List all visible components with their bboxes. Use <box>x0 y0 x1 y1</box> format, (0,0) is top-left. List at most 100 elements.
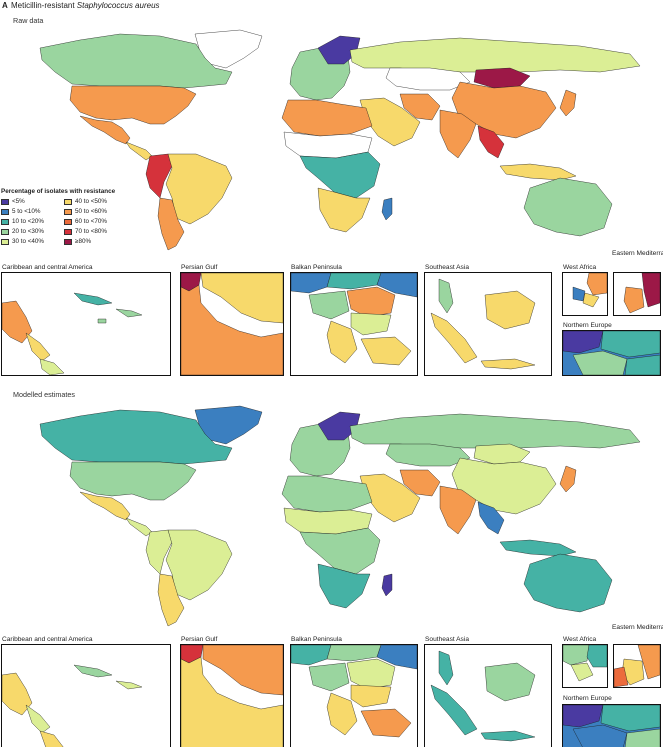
model-region-australia <box>523 553 613 613</box>
model-region-india <box>439 485 477 535</box>
legend-swatch <box>1 208 9 215</box>
model-region-japan <box>559 465 577 493</box>
legend-label: 60 to <70% <box>75 218 108 225</box>
model-inset-west-africa <box>562 644 608 688</box>
legend-title: Percentage of isolates with resistance <box>1 188 116 195</box>
legend-label: <5% <box>12 198 25 205</box>
legend-label: 40 to <50% <box>75 198 108 205</box>
raw-region-south-cone <box>157 197 185 251</box>
model-region-iran <box>399 469 441 497</box>
model-inset-balkan <box>290 644 418 747</box>
inset-title-se-asia: Southeast Asia <box>425 264 469 271</box>
legend-swatch <box>1 218 9 225</box>
inset-title-northern-europe: Northern Europe <box>563 695 612 702</box>
model-region-usa <box>69 461 197 501</box>
model-region-kazakhstan <box>385 443 471 467</box>
legend-item: 40 to <50% <box>64 198 107 205</box>
legend-swatch <box>64 218 72 225</box>
raw-inset-persian-gulf <box>180 272 284 376</box>
inset-title-se-asia: Southeast Asia <box>425 636 469 643</box>
legend: <5% 5 to <10% 10 to <20% 20 to <30% 30 t… <box>1 198 131 248</box>
model-region-se-asia <box>477 501 505 535</box>
legend-item: 20 to <30% <box>1 228 44 235</box>
model-inset-se-asia <box>424 644 552 747</box>
legend-swatch <box>64 228 72 235</box>
legend-swatch <box>1 238 9 245</box>
legend-swatch <box>64 208 72 215</box>
raw-region-china <box>451 81 557 139</box>
raw-data-label: Raw data <box>13 16 44 25</box>
legend-item: 5 to <10% <box>1 208 41 215</box>
inset-title-west-africa: West Africa <box>563 264 597 271</box>
model-region-central-america <box>125 517 153 537</box>
inset-title-east-med: Eastern Mediterranean <box>612 624 663 631</box>
raw-inset-balkan <box>290 272 418 376</box>
raw-region-russia <box>349 37 641 73</box>
raw-world-map <box>39 29 641 251</box>
raw-inset-se-asia <box>424 272 552 376</box>
legend-label: ≥80% <box>75 238 92 245</box>
inset-title-west-africa: West Africa <box>563 636 597 643</box>
raw-region-australia <box>523 177 613 237</box>
inset-title-persian-gulf: Persian Gulf <box>181 636 218 643</box>
legend-swatch <box>64 198 72 205</box>
panel-letter: A <box>2 1 8 10</box>
model-inset-northern-europe <box>562 704 661 747</box>
legend-label: 20 to <30% <box>12 228 45 235</box>
inset-title-east-med: Eastern Mediterranean <box>612 250 663 257</box>
raw-region-japan <box>559 89 577 117</box>
raw-region-canada <box>39 33 233 89</box>
raw-region-southern-africa <box>317 187 371 233</box>
modelled-label: Modelled estimates <box>13 390 75 399</box>
model-region-brazil <box>165 529 233 601</box>
inset-title-persian-gulf: Persian Gulf <box>181 264 218 271</box>
raw-inset-east-med <box>613 272 661 316</box>
model-inset-east-med <box>613 644 661 688</box>
model-region-madagascar <box>381 573 393 597</box>
legend-item: ≥80% <box>64 238 91 245</box>
raw-region-mexico <box>79 115 131 145</box>
model-inset-caribbean <box>1 644 171 747</box>
legend-label: 50 to <60% <box>75 208 108 215</box>
legend-swatch <box>64 238 72 245</box>
legend-item: 60 to <70% <box>64 218 107 225</box>
raw-region-iran <box>399 93 441 121</box>
legend-item: 10 to <20% <box>1 218 44 225</box>
raw-region-se-asia <box>477 125 505 159</box>
raw-inset-west-africa <box>562 272 608 316</box>
raw-region-central-america <box>125 141 153 161</box>
model-region-mexico <box>79 491 131 521</box>
raw-region-indonesia <box>499 163 577 181</box>
legend-item: 50 to <60% <box>64 208 107 215</box>
model-region-china <box>451 457 557 515</box>
model-region-canada <box>39 409 233 465</box>
model-region-north-africa <box>281 475 373 513</box>
model-region-central-africa <box>299 527 381 575</box>
model-region-southern-africa <box>317 563 371 609</box>
model-region-andes <box>145 529 173 575</box>
raw-region-usa <box>69 85 197 125</box>
legend-item: 70 to <80% <box>64 228 107 235</box>
inset-title-caribbean: Caribbean and central America <box>2 264 93 271</box>
raw-inset-caribbean <box>1 272 171 376</box>
raw-inset-northern-europe <box>562 330 661 376</box>
legend-label: 70 to <80% <box>75 228 108 235</box>
inset-title-balkan: Balkan Peninsula <box>291 264 342 271</box>
raw-region-india <box>439 109 477 159</box>
inset-title-caribbean: Caribbean and central America <box>2 636 93 643</box>
raw-region-north-africa <box>281 99 373 137</box>
raw-region-madagascar <box>381 197 393 221</box>
model-inset-persian-gulf <box>180 644 284 747</box>
raw-region-brazil <box>165 153 233 225</box>
model-region-russia <box>349 413 641 449</box>
legend-label: 5 to <10% <box>12 208 41 215</box>
model-region-south-cone <box>157 573 185 627</box>
legend-item: 30 to <40% <box>1 238 44 245</box>
inset-title-balkan: Balkan Peninsula <box>291 636 342 643</box>
figure-title: Meticillin-resistant Staphylococcus aure… <box>11 1 160 10</box>
inset-title-northern-europe: Northern Europe <box>563 322 612 329</box>
model-region-indonesia <box>499 539 577 557</box>
legend-item: <5% <box>1 198 25 205</box>
raw-region-central-africa <box>299 151 381 199</box>
legend-label: 10 to <20% <box>12 218 45 225</box>
